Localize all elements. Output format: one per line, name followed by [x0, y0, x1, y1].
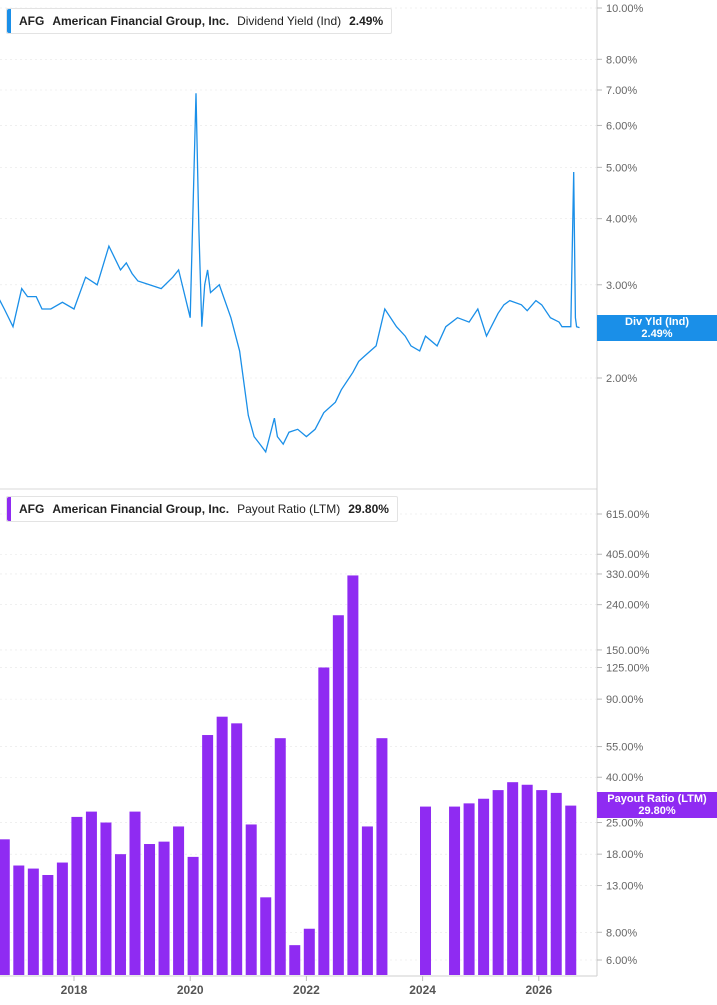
payout-legend-company: American Financial Group, Inc.: [52, 502, 230, 516]
payout-bar: [144, 844, 156, 975]
yield-legend-swatch: [7, 9, 11, 33]
yield-legend-company: American Financial Group, Inc.: [52, 14, 230, 28]
yield-tick-label: 8.00%: [606, 54, 637, 66]
payout-axis-ticks: 615.00% 405.00% 330.00% 240.00% 150.00% 125.0…: [597, 509, 650, 967]
yield-tick-label: 10.00%: [606, 3, 644, 15]
payout-bar: [507, 782, 519, 975]
payout-tick-label: 13.00%: [606, 881, 644, 893]
payout-bar: [42, 874, 54, 975]
payout-bar: [173, 826, 185, 975]
payout-legend: AFG American Financial Group, Inc. Payou…: [6, 496, 398, 522]
payout-tick-label: 90.00%: [606, 694, 644, 706]
yield-tick-label: 6.00%: [606, 120, 637, 132]
payout-tick-label: 615.00%: [606, 509, 650, 521]
payout-tick-label: 125.00%: [606, 662, 650, 674]
payout-bar: [463, 803, 475, 975]
payout-bar: [0, 839, 10, 975]
payout-bar: [274, 738, 286, 975]
payout-bar: [158, 841, 170, 975]
yield-legend-value: 2.49%: [349, 14, 384, 28]
payout-ratio-bars: [0, 575, 577, 975]
payout-legend-ticker: AFG: [19, 502, 45, 516]
payout-bar: [260, 897, 272, 975]
x-tick-label: 2026: [525, 983, 552, 997]
yield-legend-ticker: AFG: [19, 14, 45, 28]
payout-bar: [550, 792, 562, 975]
payout-bar: [521, 784, 533, 975]
payout-tick-label: 6.00%: [606, 955, 637, 967]
payout-bar: [13, 865, 25, 975]
yield-tick-label: 7.00%: [606, 85, 637, 97]
payout-tick-label: 405.00%: [606, 549, 650, 561]
payout-bar: [56, 862, 68, 975]
payout-bar: [216, 716, 228, 975]
dividend-yield-line: [0, 93, 580, 454]
payout-bar: [129, 811, 141, 975]
payout-badge-value: 29.80%: [638, 805, 676, 817]
payout-tick-label: 240.00%: [606, 600, 650, 612]
payout-tick-label: 8.00%: [606, 927, 637, 939]
payout-tick-label: 40.00%: [606, 772, 644, 784]
payout-badge-label: Payout Ratio (LTM): [607, 793, 707, 805]
payout-bar: [245, 824, 257, 975]
payout-bar: [231, 723, 243, 975]
yield-legend: AFG American Financial Group, Inc. Divid…: [6, 8, 393, 34]
yield-axis-ticks: 10.00% 8.00% 7.00% 6.00% 5.00% 4.00% 3.00% 2.00…: [597, 3, 644, 385]
payout-tick-label: 18.00%: [606, 849, 644, 861]
payout-bar: [376, 738, 388, 975]
payout-bar: [27, 868, 39, 975]
payout-bar: [187, 856, 199, 975]
payout-bar: [492, 790, 504, 975]
payout-bar: [71, 816, 83, 975]
payout-bar: [478, 798, 490, 975]
payout-bar: [303, 928, 315, 975]
payout-bar: [202, 735, 214, 975]
payout-tick-label: 55.00%: [606, 742, 644, 754]
payout-bar: [565, 805, 577, 975]
yield-tick-label: 5.00%: [606, 162, 637, 174]
payout-tick-label: 25.00%: [606, 818, 644, 830]
yield-tick-label: 4.00%: [606, 214, 637, 226]
x-tick-label: 2022: [293, 983, 320, 997]
x-tick-label: 2020: [177, 983, 204, 997]
yield-badge-label: Div Yld (Ind): [625, 316, 689, 328]
payout-bar: [100, 822, 112, 975]
payout-bar: [332, 615, 344, 975]
payout-legend-metric: Payout Ratio (LTM): [237, 502, 341, 516]
yield-tick-label: 3.00%: [606, 280, 637, 292]
payout-tick-label: 330.00%: [606, 569, 650, 581]
payout-bar: [289, 945, 301, 975]
payout-bar: [85, 811, 97, 975]
payout-bar: [318, 667, 330, 975]
x-tick-label: 2018: [61, 983, 88, 997]
payout-bar: [449, 806, 461, 975]
payout-bar: [361, 826, 373, 975]
payout-bar: [536, 790, 548, 975]
payout-bar: [347, 575, 359, 975]
payout-value-badge: Payout Ratio (LTM) 29.80%: [597, 792, 717, 818]
yield-gridlines: [0, 7, 597, 379]
yield-badge-value: 2.49%: [641, 328, 673, 340]
yield-value-badge: Div Yld (Ind) 2.49%: [597, 315, 717, 341]
payout-legend-swatch: [7, 497, 11, 521]
x-tick-label: 2024: [409, 983, 436, 997]
payout-legend-value: 29.80%: [348, 502, 389, 516]
payout-tick-label: 150.00%: [606, 645, 650, 657]
x-axis-ticks: 2018 2020 2022 2024 2026: [61, 976, 552, 997]
yield-legend-metric: Dividend Yield (Ind): [237, 14, 342, 28]
yield-tick-label: 2.00%: [606, 373, 637, 385]
payout-bar: [420, 806, 432, 975]
payout-bar: [114, 854, 126, 975]
